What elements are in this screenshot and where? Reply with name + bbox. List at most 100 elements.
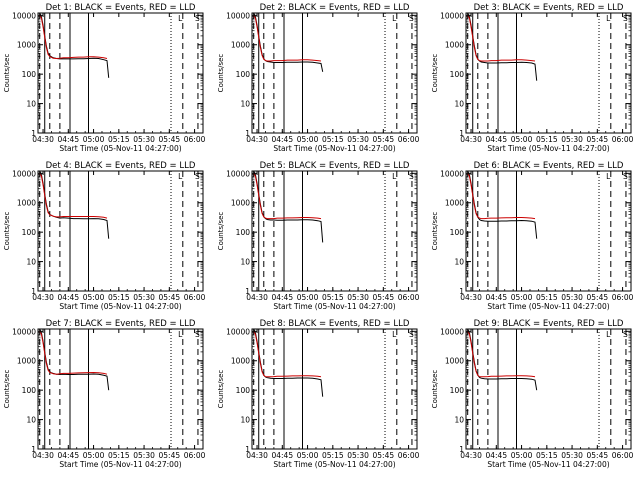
marker-label: L	[178, 330, 183, 339]
axes-frame	[37, 170, 204, 292]
x-tick-label: 05:00	[511, 135, 533, 144]
x-tick-label: 06:00	[398, 293, 420, 302]
x-tick-label: 06:00	[184, 135, 206, 144]
marker-label: S	[195, 14, 200, 23]
y-tick-label: 100	[450, 228, 465, 237]
y-tick-label: 10	[26, 258, 36, 267]
y-tick-label: 10000	[12, 169, 36, 178]
x-tick-label: 04:30	[246, 451, 268, 460]
x-tick-label: 04:30	[460, 451, 482, 460]
series-line-lld	[39, 15, 108, 60]
y-tick-label: 1000	[445, 41, 464, 50]
x-tick-label: 05:00	[297, 135, 319, 144]
y-tick-label: 10000	[440, 169, 464, 178]
y-tick-label: 1	[31, 129, 36, 138]
x-tick-label: 05:30	[347, 135, 369, 144]
chart-title: Det 6: BLACK = Events, RED = LLD	[474, 161, 624, 171]
x-tick-label: 05:30	[561, 293, 583, 302]
x-tick-label: 05:00	[83, 293, 105, 302]
plot-area	[467, 329, 627, 449]
plot-area	[253, 13, 413, 133]
y-axis-title: Counts/sec	[217, 370, 225, 409]
axes-frame	[251, 328, 418, 450]
x-axis-title: Start Time (05-Nov-11 04:27:00)	[487, 460, 609, 469]
y-tick-label: 1	[245, 445, 250, 454]
y-tick-label: 100	[22, 386, 37, 395]
axes-frame	[465, 328, 632, 450]
x-tick-label: 05:00	[83, 451, 105, 460]
marker-label: S	[409, 14, 414, 23]
x-tick-label: 04:45	[485, 135, 507, 144]
x-axis-title: Start Time (05-Nov-11 04:27:00)	[273, 302, 395, 311]
x-tick-label: 05:45	[159, 135, 181, 144]
x-tick-label: 06:00	[612, 451, 634, 460]
y-axis-title: Counts/sec	[431, 212, 439, 251]
chart-title: Det 7: BLACK = Events, RED = LLD	[46, 319, 196, 329]
y-tick-label: 10000	[440, 327, 464, 336]
y-tick-label: 10	[454, 258, 464, 267]
y-tick-label: 1000	[445, 199, 464, 208]
x-tick-label: 05:15	[322, 451, 344, 460]
y-tick-label: 10	[26, 100, 36, 109]
axes-frame	[251, 12, 418, 134]
x-tick-label: 04:30	[32, 135, 54, 144]
marker-label: S	[195, 172, 200, 181]
x-tick-label: 05:45	[587, 135, 609, 144]
x-tick-label: 05:30	[133, 135, 155, 144]
y-tick-label: 1000	[231, 357, 250, 366]
x-tick-label: 04:30	[32, 293, 54, 302]
x-axis-title: Start Time (05-Nov-11 04:27:00)	[59, 302, 181, 311]
x-tick-label: 05:15	[536, 451, 558, 460]
plot-area	[39, 329, 199, 449]
marker-label: L	[178, 14, 183, 23]
x-axis-title: Start Time (05-Nov-11 04:27:00)	[273, 144, 395, 153]
x-tick-label: 04:30	[460, 293, 482, 302]
marker-label: L	[392, 172, 397, 181]
x-tick-label: 06:00	[398, 135, 420, 144]
y-tick-label: 10000	[440, 11, 464, 20]
marker-label: S	[409, 330, 414, 339]
axes-frame	[251, 170, 418, 292]
y-tick-label: 1	[459, 287, 464, 296]
y-tick-label: 10	[240, 416, 250, 425]
series-line-lld	[39, 173, 108, 219]
series-line-events	[253, 13, 324, 72]
y-tick-label: 10000	[12, 11, 36, 20]
x-tick-label: 05:45	[373, 451, 395, 460]
plot-area	[467, 13, 627, 133]
x-tick-label: 04:45	[271, 293, 293, 302]
x-tick-label: 04:45	[57, 135, 79, 144]
series-line-lld	[39, 331, 108, 375]
y-axis-title: Counts/sec	[3, 54, 11, 93]
x-axis-title: Start Time (05-Nov-11 04:27:00)	[59, 460, 181, 469]
y-tick-label: 10	[26, 416, 36, 425]
y-tick-label: 100	[236, 70, 251, 79]
marker-label: L	[392, 330, 397, 339]
y-tick-label: 1	[31, 445, 36, 454]
y-tick-label: 1000	[231, 41, 250, 50]
x-tick-label: 05:15	[322, 135, 344, 144]
x-tick-label: 06:00	[398, 451, 420, 460]
plot-area	[253, 329, 413, 449]
x-tick-label: 04:30	[460, 135, 482, 144]
x-tick-label: 05:00	[511, 293, 533, 302]
y-tick-label: 100	[450, 386, 465, 395]
marker-label: S	[623, 330, 628, 339]
x-tick-label: 05:00	[511, 451, 533, 460]
x-tick-label: 05:45	[587, 293, 609, 302]
y-axis-title: Counts/sec	[431, 54, 439, 93]
x-tick-label: 05:30	[133, 293, 155, 302]
y-tick-label: 100	[450, 70, 465, 79]
x-tick-label: 04:45	[485, 451, 507, 460]
marker-label: S	[623, 14, 628, 23]
x-tick-label: 04:30	[32, 451, 54, 460]
y-tick-label: 1000	[17, 199, 36, 208]
x-tick-label: 06:00	[612, 293, 634, 302]
x-tick-label: 04:30	[246, 135, 268, 144]
y-axis-title: Counts/sec	[217, 212, 225, 251]
